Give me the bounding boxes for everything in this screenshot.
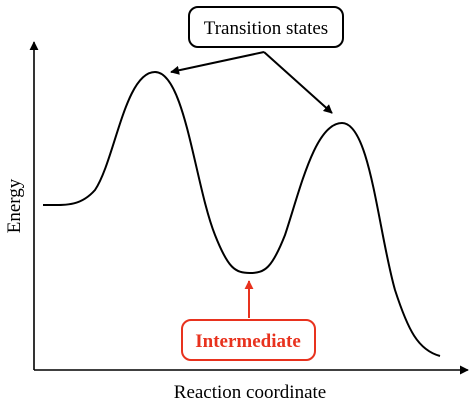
x-axis-label: Reaction coordinate [174, 382, 326, 403]
intermediate-box [181, 319, 316, 361]
transition-state-arrow-right [263, 51, 333, 114]
transition-states-box [188, 6, 344, 48]
energy-curve [42, 70, 441, 357]
intermediate-label: Intermediate [195, 331, 301, 352]
transition-state-arrow-left [170, 51, 265, 75]
transition-states-label: Transition states [204, 18, 328, 39]
y-axis-label: Energy [4, 178, 25, 233]
